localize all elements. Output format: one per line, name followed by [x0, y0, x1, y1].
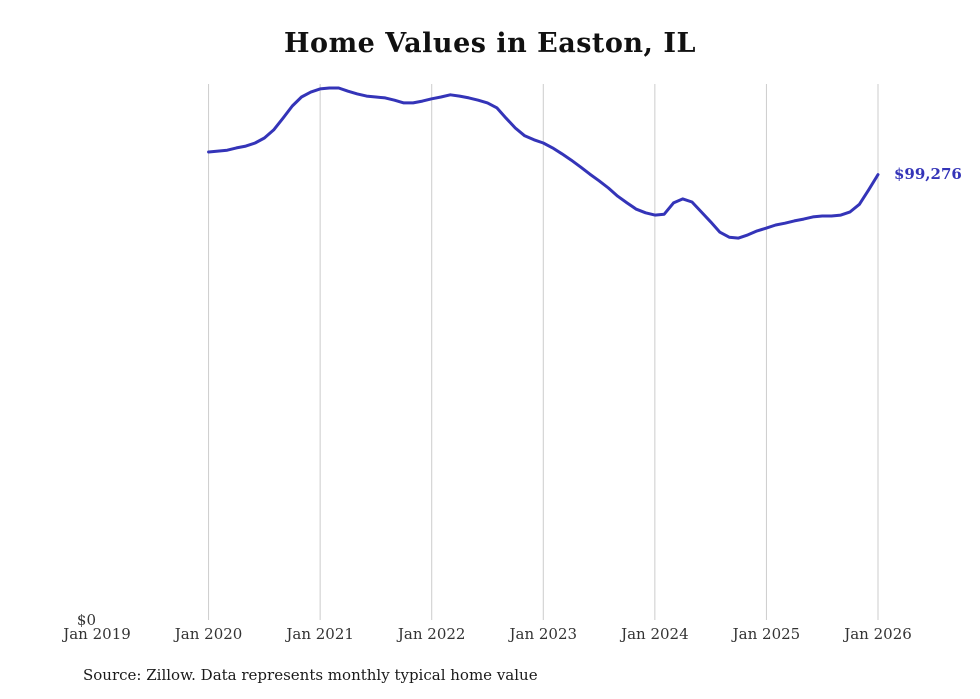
y-axis-zero-label: $0 [76, 611, 96, 629]
x-axis-tick-label: Jan 2024 [621, 625, 689, 643]
source-note: Source: Zillow. Data represents monthly … [83, 666, 538, 684]
x-axis-tick-label: Jan 2025 [732, 625, 801, 643]
x-axis-tick-label: Jan 2021 [286, 625, 354, 643]
current-value-label: $99,276 [894, 164, 962, 183]
x-axis-tick-label: Jan 2020 [174, 625, 243, 643]
x-axis-tick-label: Jan 2023 [509, 625, 578, 643]
chart-title: Home Values in Easton, IL [284, 28, 696, 59]
x-axis-tick-label: Jan 2019 [63, 625, 131, 643]
x-axis-tick-label: Jan 2026 [844, 625, 912, 643]
home-value-line [207, 86, 880, 240]
x-axis-tick-label: Jan 2022 [397, 625, 466, 643]
